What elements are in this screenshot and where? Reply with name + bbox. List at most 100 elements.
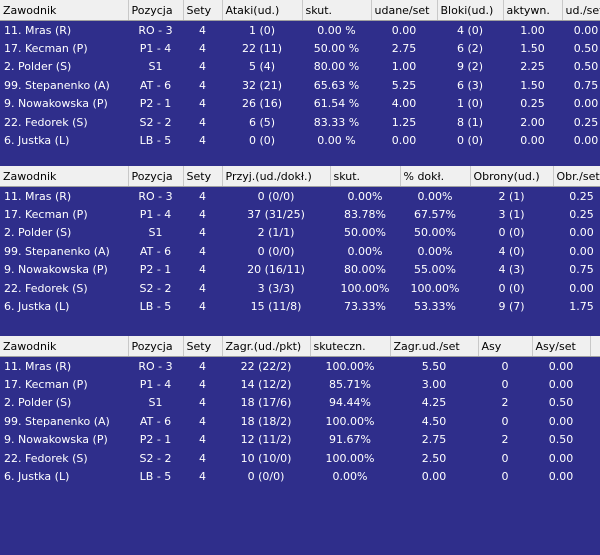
column-header[interactable]: Sety [183,336,223,357]
player-name: 2. Polder (S) [4,60,72,74]
player-row[interactable]: 22. Fedorek (S) S2 - 2 4 3 (3/3) 100.00% 100.… [0,279,600,297]
stat-cell: 5 (4) [248,60,276,74]
stat-cell: 0.00 [548,470,574,484]
stat-cell: 0 [501,359,509,373]
player-row[interactable]: 17. Kecman (P) P1 - 4 4 37 (31/25) 83.78% 67.… [0,205,600,223]
player-name: 99. Stepanenko (A) [4,244,110,258]
stat-cell: 4 [199,226,206,240]
column-header[interactable]: Bloki(ud.) [437,0,504,21]
stat-cell [590,412,600,430]
player-row[interactable]: 11. Mras (R) RO - 3 4 0 (0/0) 0.00% 0.00% 2 (1… [0,187,600,206]
player-row[interactable]: 17. Kecman (P) P1 - 4 4 22 (11) 50.00 % 2.75 6… [0,39,600,57]
player-row[interactable]: 2. Polder (S) S1 4 5 (4) 80.00 % 1.00 9 (2) 2.2… [0,58,600,76]
player-row[interactable]: 11. Mras (R) RO - 3 4 1 (0) 0.00 % 0.00 4 (0) 1… [0,21,600,40]
column-header[interactable]: Obr./set [553,166,600,187]
stats-table: Zawodnik Pozycja Sety Ataki(ud.) skut. udane/… [0,0,600,150]
stat-cell: 4 [199,208,206,222]
stat-cell: 26 (16) [241,97,283,111]
player-row[interactable]: 6. Justka (L) LB - 5 4 15 (11/8) 73.33% 53.33… [0,297,600,315]
column-header[interactable] [590,336,600,357]
stat-cell: 5.50 [421,359,447,373]
column-header[interactable]: udane/set [371,0,438,21]
stat-cell: LB - 5 [139,300,172,314]
stat-cell: 0.00 [548,414,574,428]
stat-cell: 2 (1/1) [257,226,295,240]
player-row[interactable]: 17. Kecman (P) P1 - 4 4 14 (12/2) 85.71% 3.00… [0,375,600,393]
column-header[interactable]: Pozycja [128,0,184,21]
stat-cell: 6 (5) [248,115,276,129]
stat-cell: 80.00% [344,263,386,277]
stat-cell: 53.33% [414,300,456,314]
column-header[interactable]: % dokł. [400,166,471,187]
stat-cell: 2 [501,433,509,447]
stat-cell: 4 [199,470,206,484]
player-name: 9. Nowakowska (P) [4,433,108,447]
stat-cell: 100.00% [325,359,375,373]
stat-cell: P2 - 1 [139,97,172,111]
player-row[interactable]: 9. Nowakowska (P) P2 - 1 4 20 (16/11) 80.00%… [0,261,600,279]
player-name: 17. Kecman (P) [4,208,88,222]
player-row[interactable]: 22. Fedorek (S) S2 - 2 4 10 (10/0) 100.00% 2.… [0,449,600,467]
column-header[interactable]: aktywn. [503,0,563,21]
stat-cell: 100.00% [325,451,375,465]
stat-cell: 4 [199,60,206,74]
player-row[interactable]: 9. Nowakowska (P) P2 - 1 4 26 (16) 61.54 % 4.… [0,95,600,113]
player-row[interactable]: 11. Mras (R) RO - 3 4 22 (22/2) 100.00% 5.50 0… [0,357,600,376]
column-header[interactable]: Sety [183,0,223,21]
stat-cell: 4 [199,134,206,148]
column-header[interactable]: Zawodnik [0,336,129,357]
stat-cell: 4 (3) [498,263,525,277]
stat-cell: 3.00 [421,378,447,392]
column-header[interactable]: Zagr.ud./set [390,336,479,357]
column-header[interactable]: Przyj.(ud./dokł.) [222,166,331,187]
stat-cell: 5.25 [391,78,417,92]
column-header[interactable]: Sety [183,166,223,187]
player-row[interactable]: 99. Stepanenko (A) AT - 6 4 0 (0/0) 0.00% 0.0… [0,242,600,260]
player-row[interactable]: 99. Stepanenko (A) AT - 6 4 18 (18/2) 100.00… [0,412,600,430]
stat-cell: 15 (11/8) [250,300,302,314]
stat-cell: 50.00 % [313,42,360,56]
player-name: 11. Mras (R) [4,189,72,203]
stat-cell [590,375,600,393]
stat-cell: 2.25 [520,60,545,74]
player-row[interactable]: 99. Stepanenko (A) AT - 6 4 32 (21) 65.63 % 5… [0,76,600,94]
column-header[interactable]: skuteczn. [310,336,391,357]
column-header[interactable]: skut. [302,0,372,21]
player-row[interactable]: 6. Justka (L) LB - 5 4 0 (0) 0.00 % 0.00 0 (0)… [0,131,600,149]
stat-cell: 2.75 [421,433,447,447]
stat-cell: 0 [501,451,509,465]
player-row[interactable]: 9. Nowakowska (P) P2 - 1 4 12 (11/2) 91.67% 2… [0,431,600,449]
stat-cell: 4 [199,115,206,129]
column-header[interactable]: Obrony(ud.) [470,166,554,187]
stat-cell: 0.00% [347,189,383,203]
player-name: 99. Stepanenko (A) [4,78,110,92]
column-header[interactable]: Asy/set [532,336,591,357]
stat-cell: 0.00 [548,451,574,465]
column-header[interactable]: Asy [478,336,533,357]
header-row: Zawodnik Pozycja Sety Przyj.(ud./dokł.) skut… [0,166,600,187]
column-header[interactable]: Zawodnik [0,166,129,187]
column-header[interactable]: Zagr.(ud./pkt) [222,336,311,357]
stat-cell: 0.00 [548,378,574,392]
player-name: 6. Justka (L) [4,300,70,314]
column-header[interactable]: Zawodnik [0,0,129,21]
column-header[interactable]: Pozycja [128,336,184,357]
column-header[interactable]: ud./set [562,0,600,21]
stat-cell: 2.00 [520,115,545,129]
stat-cell: 4 [199,414,206,428]
stat-cell: 0 [501,470,509,484]
column-header[interactable]: Pozycja [128,166,184,187]
stat-cell: 0.00 [573,97,599,111]
column-header[interactable]: skut. [330,166,401,187]
stat-cell: 0 [501,378,509,392]
player-row[interactable]: 22. Fedorek (S) S2 - 2 4 6 (5) 83.33 % 1.25 8 … [0,113,600,131]
stat-cell: 67.57% [414,208,456,222]
player-name: 2. Polder (S) [4,226,72,240]
column-header[interactable]: Ataki(ud.) [222,0,303,21]
player-row[interactable]: 2. Polder (S) S1 4 2 (1/1) 50.00% 50.00% 0 (0)… [0,224,600,242]
player-name: 17. Kecman (P) [4,42,88,56]
stat-cell: 0.25 [569,189,594,203]
player-row[interactable]: 2. Polder (S) S1 4 18 (17/6) 94.44% 4.25 2 0.50 [0,394,600,412]
player-row[interactable]: 6. Justka (L) LB - 5 4 0 (0/0) 0.00% 0.00 0 0.0… [0,467,600,485]
stat-cell: 4.50 [421,414,447,428]
